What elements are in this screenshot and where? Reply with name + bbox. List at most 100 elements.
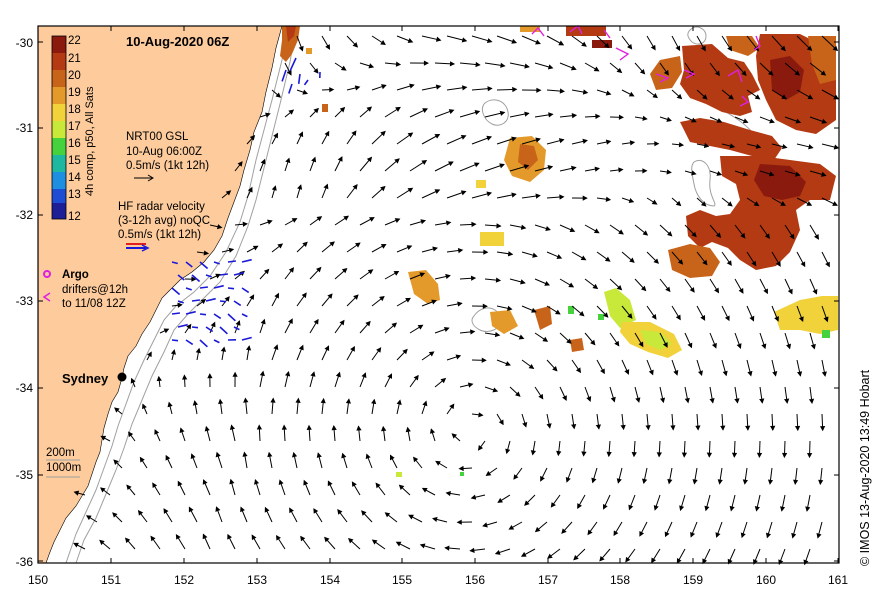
gsl-arrow-head	[289, 507, 294, 514]
gsl-arrow-head	[469, 547, 475, 553]
gsl-arrow-head	[355, 242, 361, 248]
gsl-arrow-head	[461, 85, 468, 91]
gsl-arrow-head	[298, 45, 304, 52]
hf-arrow	[199, 286, 209, 289]
gsl-arrow-head	[291, 218, 298, 223]
colorbar-tick: 17	[68, 121, 81, 133]
gsl-arrow-head	[692, 479, 698, 485]
gsl-arrow-head	[786, 343, 792, 350]
gsl-arrow-head	[666, 169, 672, 175]
x-tick-label: 155	[392, 573, 412, 587]
gsl-arrow-head	[575, 367, 582, 374]
hf-arrow	[233, 271, 244, 276]
gsl-arrow-head	[300, 535, 306, 542]
gsl-arrow-head	[498, 419, 504, 426]
gsl-arrow-head	[246, 345, 252, 351]
hf-arrow	[199, 339, 208, 348]
gsl-arrow-head	[215, 273, 221, 279]
gsl-arrow-head	[832, 45, 839, 52]
gsl-arrow-head	[535, 193, 541, 199]
x-tick-label: 160	[756, 573, 776, 587]
gsl-arrow-head	[614, 340, 620, 347]
gsl-arrow-head	[784, 398, 790, 404]
gsl-arrow-head	[556, 450, 562, 457]
x-tick-label: 151	[101, 573, 121, 587]
gsl-arrow-head	[492, 387, 499, 393]
gsl-arrow-head	[675, 200, 682, 207]
gsl-arrow-head	[511, 192, 517, 198]
hf-arrow	[233, 326, 240, 331]
gsl-arrow-head	[395, 106, 401, 112]
colorbar-label: 4h comp, p50, All Sats	[84, 86, 96, 196]
gsl-arrow-head	[341, 267, 348, 274]
gsl-arrow-head	[558, 138, 565, 144]
isobath-200m	[65, 25, 289, 564]
gsl-arrow-head	[499, 110, 506, 116]
gsl-arrow-head	[327, 480, 333, 487]
gsl-arrow-head	[610, 396, 616, 403]
gsl-arrow-head	[702, 558, 708, 565]
gsl-arrow-head	[175, 533, 181, 540]
gsl-arrow-head	[547, 553, 553, 559]
gsl-arrow-head	[624, 369, 630, 375]
y-axis-labels: -30 -31 -32 -33 -34 -35 -36	[16, 36, 34, 569]
gsl-arrow-head	[684, 397, 690, 404]
gsl-arrow-head	[460, 134, 467, 140]
gsl-arrow-head	[393, 270, 400, 276]
gsl-arrow-head	[394, 218, 401, 223]
gsl-arrow-head	[625, 556, 631, 563]
gsl-arrow-head	[243, 397, 249, 403]
gsl-arrow-head	[407, 187, 414, 193]
gsl-arrow-head	[494, 549, 501, 555]
hf-arrow	[219, 326, 228, 335]
gsl-arrow-head	[508, 524, 515, 530]
gsl-arrow-head	[394, 158, 400, 164]
gsl-arrow-head	[126, 484, 132, 490]
gsl-arrow-head	[711, 342, 717, 349]
gsl-arrow-head	[227, 533, 232, 540]
gsl-arrow-head	[335, 371, 341, 378]
gsl-arrow-head	[240, 506, 245, 513]
gsl-arrow-head	[571, 165, 577, 171]
gsl-arrow-head	[288, 267, 295, 273]
gsl-arrow-head	[756, 452, 763, 458]
colorbar-tick: 15	[68, 155, 81, 167]
gsl-arrow-head	[265, 112, 271, 118]
gsl-arrow-head	[435, 84, 442, 90]
gsl-arrow-head	[316, 266, 322, 273]
gsl-arrow-head	[449, 403, 455, 410]
gsl-arrow-head	[606, 451, 612, 458]
gsl-arrow-head	[434, 133, 441, 139]
gsl-arrow-head	[795, 118, 802, 124]
hf-legend: HF radar velocity (3-12h avg) noQC 0.5m/…	[118, 201, 210, 252]
gsl-arrow-head	[570, 65, 577, 71]
gsl-arrow-head	[292, 451, 298, 458]
gsl-arrow-head	[547, 165, 554, 171]
gsl-arrow-head	[728, 94, 734, 100]
gsl-arrow-head	[445, 490, 451, 497]
gsl-arrow-head	[816, 532, 822, 539]
gsl-arrow-head	[496, 223, 502, 229]
gsl-arrow-head	[313, 68, 319, 74]
y-tick-label: -35	[16, 468, 34, 482]
gsl-arrow-head	[310, 371, 316, 377]
gsl-arrow-head	[405, 297, 411, 303]
gsl-arrow-head	[494, 332, 501, 338]
gsl-arrow-head	[515, 391, 521, 397]
gsl-arrow-head	[639, 68, 646, 75]
gsl-arrow-head	[805, 506, 811, 512]
gsl-arrow-head	[340, 65, 347, 71]
gsl-arrow-head	[406, 245, 413, 251]
gsl-arrow-head	[629, 257, 635, 263]
gsl-arrow-head	[703, 142, 710, 149]
gsl-arrow-head	[483, 249, 489, 255]
gsl-arrow-head	[356, 425, 362, 431]
gsl-arrow-head	[582, 138, 588, 144]
gsl-arrow-head	[747, 370, 753, 377]
gsl-arrow-head	[687, 342, 693, 349]
gsl-arrow-head	[742, 171, 749, 177]
gsl-arrow-head	[814, 234, 819, 240]
gsl-arrow-head	[742, 479, 748, 485]
gsl-arrow-head	[167, 401, 173, 408]
gsl-arrow-head	[482, 522, 488, 528]
